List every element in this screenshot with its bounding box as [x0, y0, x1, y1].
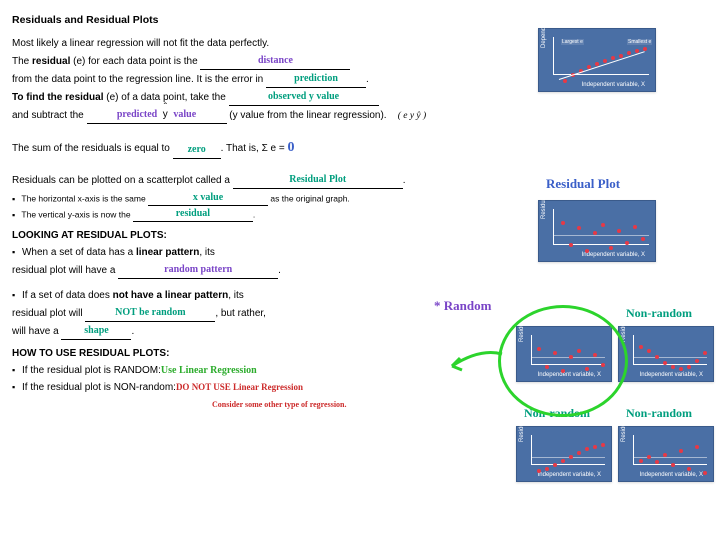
blank-predicted: predicted y value	[87, 107, 227, 124]
hw-value: value	[173, 109, 196, 120]
period: .	[253, 210, 255, 220]
period: .	[366, 74, 369, 85]
label-nonrandom-1: Non-random	[626, 306, 692, 321]
bold: To find the residual	[12, 92, 103, 103]
blank-distance: distance	[200, 53, 350, 70]
look-l4: residual plot will NOT be random, but ra…	[12, 305, 708, 322]
txt: , but rather,	[215, 308, 266, 319]
blank-residual: residual	[133, 206, 253, 222]
blank-prediction: prediction	[266, 71, 366, 88]
period: .	[403, 175, 406, 186]
page-title: Residuals and Residual Plots	[12, 14, 708, 26]
blank-observed: observed y value	[229, 89, 379, 106]
txt: from the data point to the regression li…	[12, 74, 266, 85]
hw-donot: DO NOT USE Linear Regression	[176, 382, 303, 392]
how-l2: If the residual plot is NON-random:DO NO…	[12, 380, 708, 396]
yhat: y	[163, 107, 168, 123]
txt: and subtract the	[12, 110, 87, 121]
txt: If the residual plot is RANDOM:	[22, 365, 161, 376]
txt: If the residual plot is NON-random:	[22, 382, 176, 393]
period: .	[131, 326, 134, 337]
txt: If a set of data does	[22, 290, 113, 301]
residual-eq: ( e y ŷ )	[398, 111, 426, 121]
txt: Residuals can be plotted on a scatterplo…	[12, 175, 233, 186]
label-nonrandom-3: Non-random	[626, 406, 692, 421]
txt: as the original graph.	[268, 194, 350, 204]
txt: will have a	[12, 326, 61, 337]
blank-shape: shape	[61, 323, 131, 340]
hw-consider: Consider some other type of regression.	[212, 400, 347, 409]
hw-uselin: Use Linear Regression	[161, 365, 257, 376]
txt: (y value from the linear regression).	[227, 110, 387, 121]
hw-zero: 0	[288, 140, 295, 155]
label-nonrandom-2: Non-random	[524, 406, 590, 421]
chart-c3: Independent variable, XResiduals	[516, 326, 612, 382]
bold: linear pattern	[136, 247, 199, 258]
txt: . That is, Σ e =	[221, 143, 288, 154]
blank-zero: zero	[173, 142, 221, 159]
txt: residual plot will	[12, 308, 85, 319]
bold: residual	[32, 56, 70, 67]
blank-notrandom: NOT be random	[85, 305, 215, 322]
chart-c2: Independent variable, XResiduals, e	[538, 200, 656, 262]
txt: (e) for each data point is the	[70, 56, 200, 67]
label-residual-plot: Residual Plot	[546, 176, 620, 192]
blank-xvalue: x value	[148, 190, 268, 206]
chart-c5: Independent variable, XResiduals	[516, 426, 612, 482]
chart-c6: Independent variable, XResiduals	[618, 426, 714, 482]
label-random: * Random	[434, 298, 491, 314]
bold: not have a linear pattern	[113, 290, 229, 301]
txt: When a set of data has a	[22, 247, 136, 258]
txt: The sum of the residuals is equal to	[12, 143, 173, 154]
blank-random: random pattern	[118, 262, 278, 279]
txt: residual plot will have a	[12, 265, 118, 276]
blank-resplot: Residual Plot	[233, 172, 403, 189]
look-l2: residual plot will have a random pattern…	[12, 262, 708, 279]
txt: , its	[228, 290, 244, 301]
txt: The horizontal x-axis is the same	[21, 194, 148, 204]
txt: , its	[199, 247, 215, 258]
txt: The vertical y-axis is now the	[21, 210, 132, 220]
para2-line1: The sum of the residuals is equal to zer…	[12, 137, 708, 159]
hw-predicted: predicted	[117, 109, 157, 120]
para1-line5: and subtract the predicted y value (y va…	[12, 107, 708, 124]
chart-c1: Independent variable, XDependent variabl…	[538, 28, 656, 92]
period: .	[278, 265, 281, 276]
chart-c4: Independent variable, XResiduals	[618, 326, 714, 382]
look-l3: If a set of data does not have a linear …	[12, 288, 708, 304]
txt: The	[12, 56, 32, 67]
